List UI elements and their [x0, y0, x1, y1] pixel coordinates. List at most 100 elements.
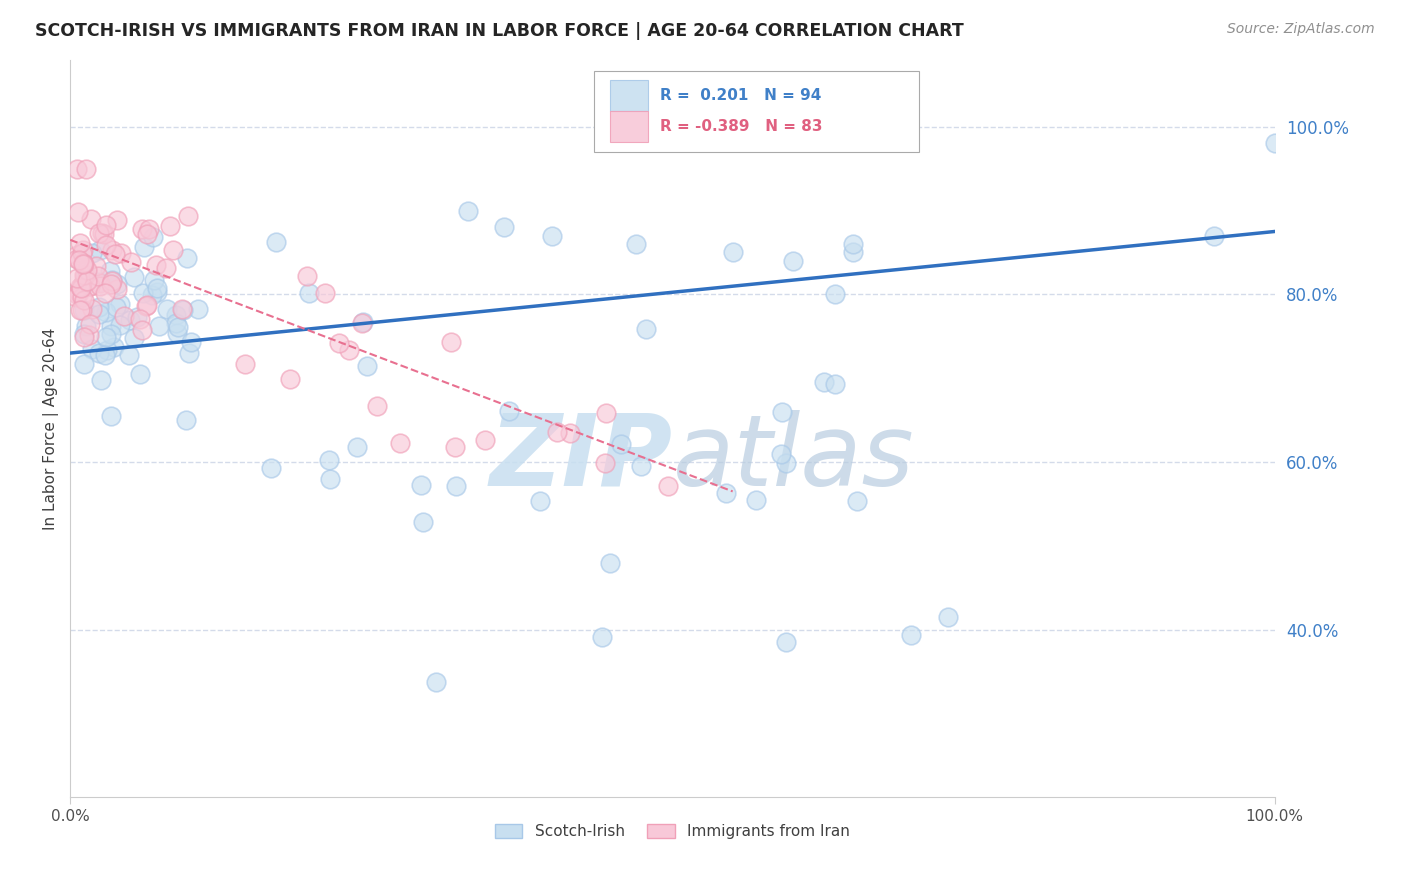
Point: [846, 494, 869, 508]
Point: [69, 280, 91, 294]
Point: [100, 409, 122, 423]
Point: [103, 340, 125, 354]
Point: [298, 286, 321, 301]
Point: [93, 227, 115, 241]
Point: [70, 290, 93, 304]
Point: [155, 261, 177, 276]
Point: [128, 311, 150, 326]
Point: [84, 259, 107, 273]
Point: [135, 298, 157, 312]
Point: [745, 492, 768, 507]
Point: [132, 240, 155, 254]
Point: [546, 425, 568, 439]
Point: [593, 456, 616, 470]
Point: [145, 258, 167, 272]
Point: [70, 245, 93, 260]
Point: [599, 557, 621, 571]
Point: [156, 301, 179, 316]
Point: [145, 281, 167, 295]
Point: [117, 348, 139, 362]
Point: [141, 287, 163, 301]
Point: [89, 277, 111, 291]
Point: [278, 372, 301, 386]
Point: [105, 277, 128, 291]
Point: [104, 300, 127, 314]
Point: [127, 310, 149, 325]
Point: [110, 246, 132, 260]
Point: [100, 327, 122, 342]
Point: [366, 399, 388, 413]
FancyBboxPatch shape: [595, 70, 920, 152]
Point: [775, 456, 797, 470]
Point: [132, 286, 155, 301]
Point: [73, 357, 96, 371]
Point: [233, 357, 256, 371]
Point: [166, 320, 188, 334]
Point: [86, 268, 108, 283]
Point: [65, 290, 87, 304]
Point: [352, 315, 374, 329]
Point: [657, 479, 679, 493]
Point: [176, 251, 198, 265]
Point: [1264, 136, 1286, 151]
Point: [444, 440, 467, 454]
Point: [165, 308, 187, 322]
Point: [174, 413, 197, 427]
Point: [105, 213, 128, 227]
Point: [558, 426, 581, 441]
Point: [591, 630, 613, 644]
Point: [131, 221, 153, 235]
Point: [67, 286, 90, 301]
Point: [89, 243, 111, 257]
Y-axis label: In Labor Force | Age 20-64: In Labor Force | Age 20-64: [44, 327, 59, 530]
Point: [626, 237, 648, 252]
Point: [425, 675, 447, 690]
Point: [75, 161, 97, 176]
Point: [65, 270, 87, 285]
Point: [541, 228, 564, 243]
Point: [80, 342, 103, 356]
Point: [73, 326, 96, 341]
Point: [319, 472, 342, 486]
Point: [66, 286, 89, 301]
Point: [73, 268, 96, 282]
Point: [66, 204, 89, 219]
Point: [492, 220, 515, 235]
Text: Source: ZipAtlas.com: Source: ZipAtlas.com: [1227, 22, 1375, 37]
Point: [108, 297, 131, 311]
Point: [87, 307, 110, 321]
Point: [100, 273, 122, 287]
Text: SCOTCH-IRISH VS IMMIGRANTS FROM IRAN IN LABOR FORCE | AGE 20-64 CORRELATION CHAR: SCOTCH-IRISH VS IMMIGRANTS FROM IRAN IN …: [35, 22, 965, 40]
Point: [72, 303, 94, 318]
Point: [87, 345, 110, 359]
Point: [96, 343, 118, 357]
Point: [94, 218, 117, 232]
Point: [842, 245, 865, 260]
Legend: Scotch-Irish, Immigrants from Iran: Scotch-Irish, Immigrants from Iran: [489, 817, 856, 845]
Point: [172, 302, 194, 317]
Point: [80, 212, 103, 227]
Point: [73, 303, 96, 318]
Point: [124, 331, 146, 345]
Point: [142, 273, 165, 287]
Point: [76, 274, 98, 288]
Point: [595, 406, 617, 420]
Point: [179, 345, 201, 359]
Point: [73, 278, 96, 293]
Point: [634, 322, 657, 336]
Point: [129, 368, 152, 382]
Point: [172, 302, 194, 317]
Point: [498, 404, 520, 418]
Point: [75, 319, 97, 334]
Point: [94, 238, 117, 252]
Point: [842, 237, 865, 252]
Point: [100, 277, 122, 291]
Point: [72, 256, 94, 270]
Point: [76, 263, 98, 277]
Point: [89, 275, 111, 289]
Point: [94, 304, 117, 318]
Point: [142, 229, 165, 244]
Point: [350, 316, 373, 330]
Point: [166, 326, 188, 340]
FancyBboxPatch shape: [610, 112, 648, 142]
